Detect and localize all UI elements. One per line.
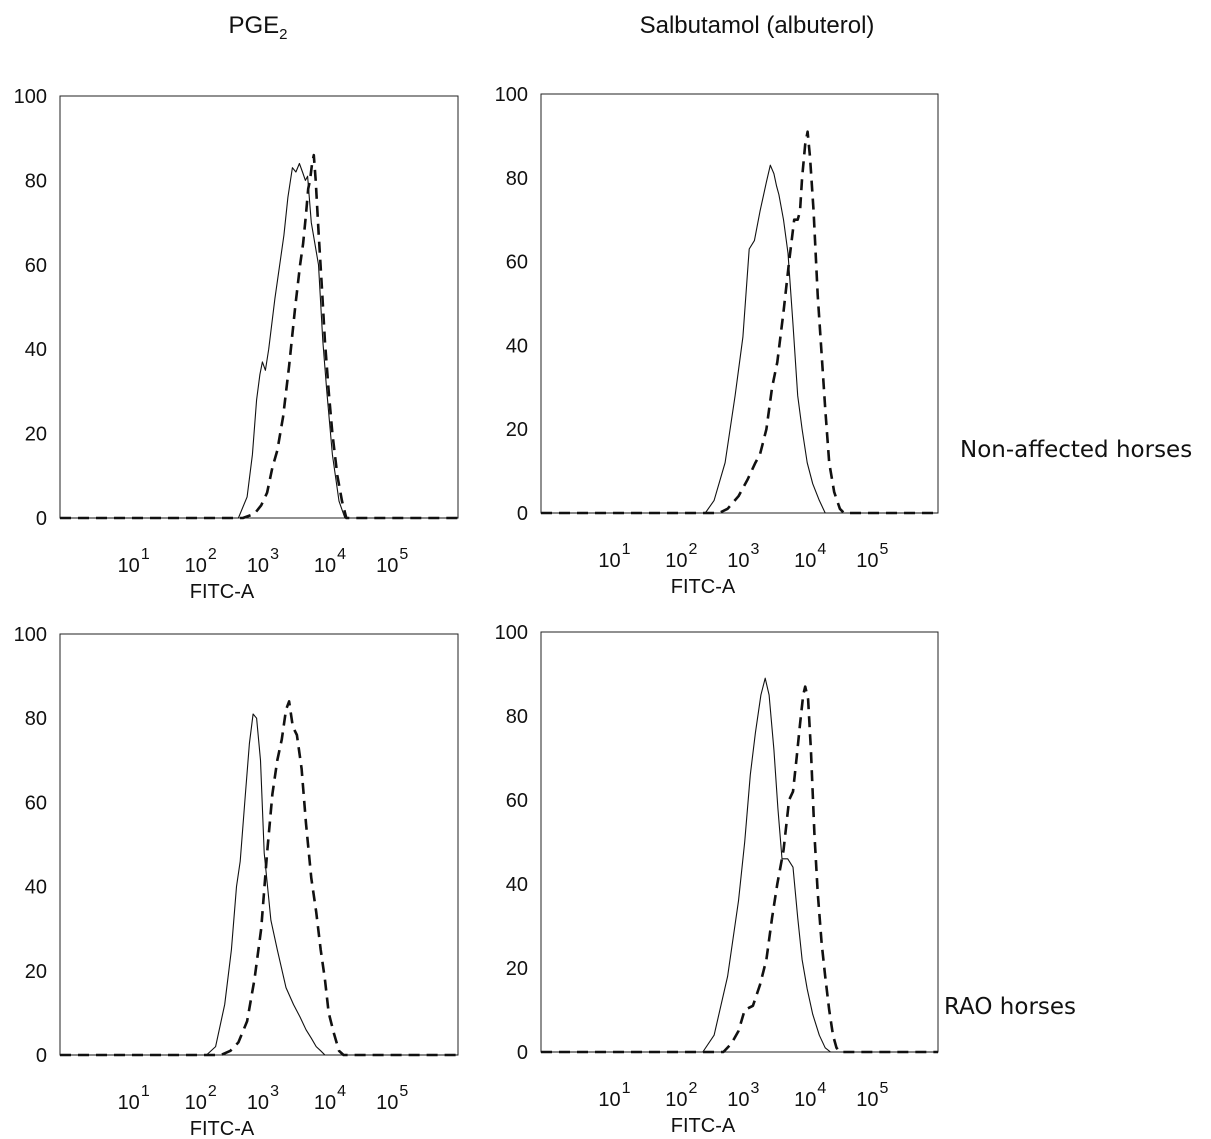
x-tick-label: 10 bbox=[185, 1092, 207, 1114]
solid-histogram-line bbox=[60, 162, 458, 519]
x-tick-exponent: 1 bbox=[141, 546, 150, 563]
y-tick-label: 60 bbox=[506, 252, 528, 274]
dashed-histogram-line bbox=[60, 700, 458, 1057]
y-tick-label: 80 bbox=[506, 168, 528, 190]
x-tick-label: 10 bbox=[185, 555, 207, 577]
y-tick-label: 40 bbox=[25, 877, 47, 899]
dashed-histogram-line bbox=[541, 130, 938, 515]
x-tick-exponent: 4 bbox=[337, 546, 346, 563]
x-axis-label: FITC-A bbox=[671, 1115, 736, 1137]
x-tick-label: 10 bbox=[314, 1092, 336, 1114]
x-tick-label: 10 bbox=[314, 555, 336, 577]
x-tick-exponent: 4 bbox=[817, 1080, 826, 1097]
x-tick-label: 10 bbox=[856, 1089, 878, 1111]
x-tick-exponent: 5 bbox=[879, 1080, 888, 1097]
column-title-salbutamol: Salbutamol (albuterol) bbox=[639, 12, 875, 39]
y-tick-label: 100 bbox=[14, 86, 47, 108]
y-tick-label: 80 bbox=[25, 170, 47, 192]
x-axis-label: FITC-A bbox=[190, 1118, 255, 1139]
x-tick-exponent: 3 bbox=[751, 541, 760, 558]
x-tick-exponent: 2 bbox=[688, 1080, 697, 1097]
x-tick-label: 10 bbox=[598, 550, 620, 572]
x-tick-exponent: 3 bbox=[751, 1080, 760, 1097]
dashed-histogram-line bbox=[541, 685, 938, 1054]
x-tick-label: 10 bbox=[118, 555, 140, 577]
x-tick-exponent: 5 bbox=[879, 541, 888, 558]
y-tick-label: 60 bbox=[25, 255, 47, 277]
y-tick-label: 20 bbox=[25, 424, 47, 446]
x-tick-label: 10 bbox=[598, 1089, 620, 1111]
plot-frame bbox=[59, 633, 459, 1056]
y-tick-label: 20 bbox=[25, 961, 47, 983]
y-tick-label: 100 bbox=[495, 622, 528, 644]
x-tick-exponent: 3 bbox=[270, 546, 279, 563]
y-tick-label: 0 bbox=[517, 503, 528, 525]
y-tick-label: 60 bbox=[25, 792, 47, 814]
x-tick-label: 10 bbox=[118, 1092, 140, 1114]
y-tick-label: 40 bbox=[25, 339, 47, 361]
x-tick-exponent: 4 bbox=[817, 541, 826, 558]
x-tick-label: 10 bbox=[794, 1089, 816, 1111]
x-tick-label: 10 bbox=[856, 550, 878, 572]
y-tick-label: 80 bbox=[25, 708, 47, 730]
x-tick-exponent: 5 bbox=[399, 546, 408, 563]
y-tick-label: 80 bbox=[506, 706, 528, 728]
solid-histogram-line bbox=[541, 164, 938, 514]
x-tick-label: 10 bbox=[794, 550, 816, 572]
x-tick-exponent: 2 bbox=[208, 546, 217, 563]
x-tick-label: 10 bbox=[247, 1092, 269, 1114]
x-tick-label: 10 bbox=[376, 1092, 398, 1114]
y-tick-label: 0 bbox=[517, 1042, 528, 1064]
y-tick-label: 20 bbox=[506, 958, 528, 980]
x-tick-exponent: 3 bbox=[270, 1083, 279, 1100]
y-tick-label: 100 bbox=[495, 84, 528, 106]
x-tick-label: 10 bbox=[376, 555, 398, 577]
x-axis-label: FITC-A bbox=[671, 576, 736, 598]
column-title-pge2: PGE2 bbox=[228, 12, 288, 43]
dashed-histogram-line bbox=[60, 153, 458, 520]
plot-frame bbox=[540, 93, 939, 514]
x-tick-exponent: 2 bbox=[688, 541, 697, 558]
plot-frame bbox=[540, 631, 939, 1053]
y-tick-label: 0 bbox=[36, 508, 47, 530]
x-tick-exponent: 1 bbox=[622, 1080, 631, 1097]
x-tick-label: 10 bbox=[727, 1089, 749, 1111]
y-tick-label: 100 bbox=[14, 624, 47, 646]
y-tick-label: 0 bbox=[36, 1045, 47, 1067]
x-tick-label: 10 bbox=[665, 550, 687, 572]
x-tick-exponent: 2 bbox=[208, 1083, 217, 1100]
x-tick-exponent: 1 bbox=[622, 541, 631, 558]
x-tick-label: 10 bbox=[665, 1089, 687, 1111]
y-tick-label: 60 bbox=[506, 790, 528, 812]
row-label-rao: RAO horses bbox=[944, 994, 1077, 1020]
solid-histogram-line bbox=[541, 677, 938, 1053]
x-tick-label: 10 bbox=[727, 550, 749, 572]
y-tick-label: 20 bbox=[506, 419, 528, 441]
y-tick-label: 40 bbox=[506, 335, 528, 357]
plot-frame bbox=[59, 95, 459, 519]
y-tick-label: 40 bbox=[506, 874, 528, 896]
x-axis-label: FITC-A bbox=[190, 581, 255, 603]
x-tick-label: 10 bbox=[247, 555, 269, 577]
x-tick-exponent: 5 bbox=[399, 1083, 408, 1100]
solid-histogram-line bbox=[60, 713, 458, 1056]
x-tick-exponent: 1 bbox=[141, 1083, 150, 1100]
row-label-non-affected: Non-affected horses bbox=[960, 437, 1193, 463]
x-tick-exponent: 4 bbox=[337, 1083, 346, 1100]
